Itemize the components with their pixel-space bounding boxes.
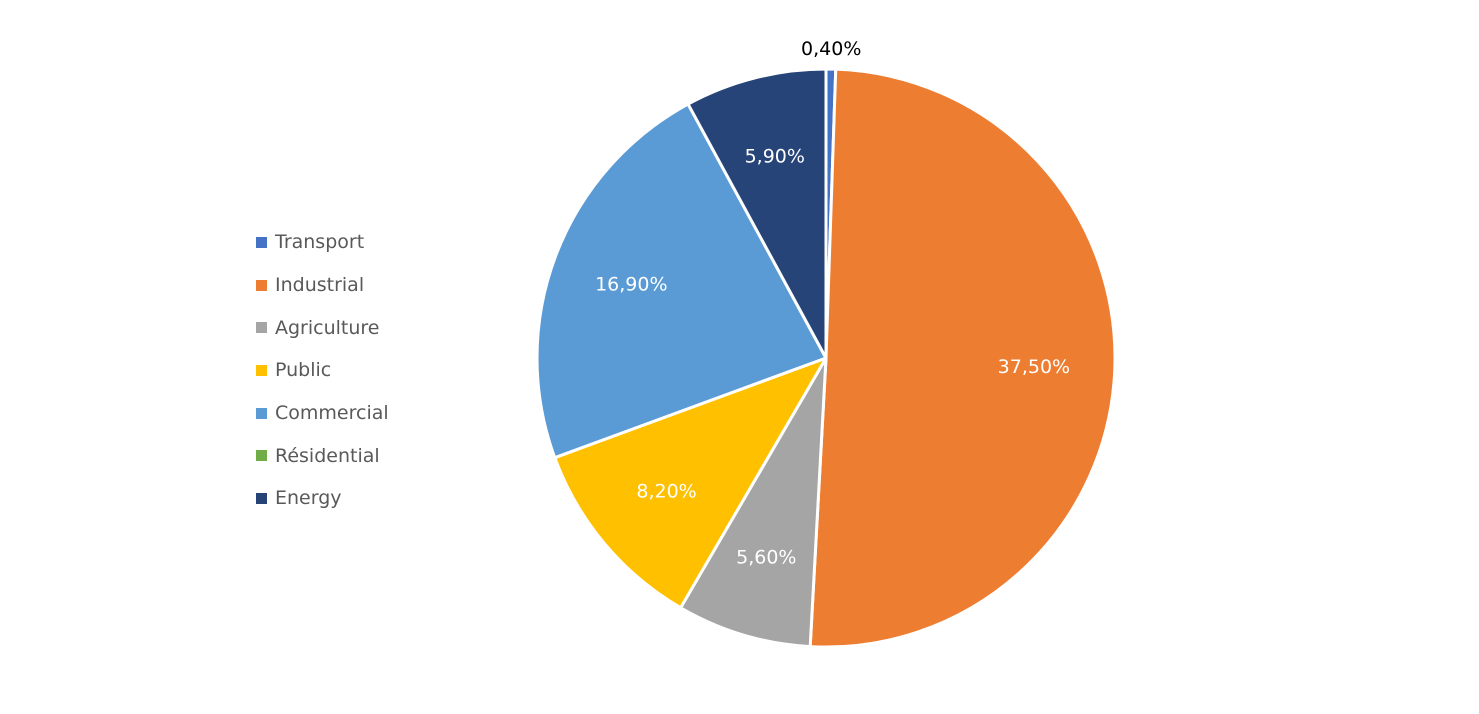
legend-item-commercial: Commercial	[256, 392, 389, 435]
slice-label: 0,40%	[801, 38, 861, 60]
slice-labels: 0,40% 37,50% 5,60% 8,20% 16,90% 5,90%	[595, 38, 1070, 568]
legend-swatch-icon	[256, 492, 267, 504]
legend-swatch-icon	[256, 450, 267, 462]
pie-slice-industrial	[808, 67, 1117, 649]
legend-item-agriculture: Agriculture	[256, 306, 389, 349]
legend-swatch-icon	[256, 279, 267, 291]
legend-item-residential: Résidential	[256, 434, 389, 477]
pie-slices	[535, 67, 1117, 649]
legend-item-industrial: Industrial	[256, 264, 389, 307]
legend-item-energy: Energy	[256, 477, 389, 520]
legend-item-public: Public	[256, 349, 389, 392]
pie-slice-commercial	[535, 102, 828, 460]
legend-swatch-icon	[256, 364, 267, 376]
pie-slice-public	[553, 356, 828, 610]
slice-label: 5,60%	[736, 546, 796, 568]
legend-swatch-icon	[256, 322, 267, 334]
legend-label: Transport	[275, 231, 365, 254]
legend-label: Industrial	[275, 274, 365, 297]
legend-swatch-icon	[256, 236, 267, 248]
slice-label: 37,50%	[998, 356, 1070, 378]
legend-label: Energy	[275, 487, 342, 510]
legend-label: Public	[275, 359, 332, 382]
legend-swatch-icon	[256, 407, 267, 419]
slice-label: 16,90%	[595, 274, 667, 296]
slice-label: 5,90%	[745, 145, 805, 167]
legend-label: Agriculture	[275, 316, 380, 339]
pie-slice-agriculture	[679, 356, 828, 649]
pie-slice-energy	[686, 67, 828, 360]
slice-label: 8,20%	[636, 481, 696, 503]
chart-legend: Transport Industrial Agriculture Public …	[256, 221, 389, 520]
legend-label: Commercial	[275, 402, 389, 425]
legend-label: Résidential	[275, 444, 380, 467]
legend-item-transport: Transport	[256, 221, 389, 264]
